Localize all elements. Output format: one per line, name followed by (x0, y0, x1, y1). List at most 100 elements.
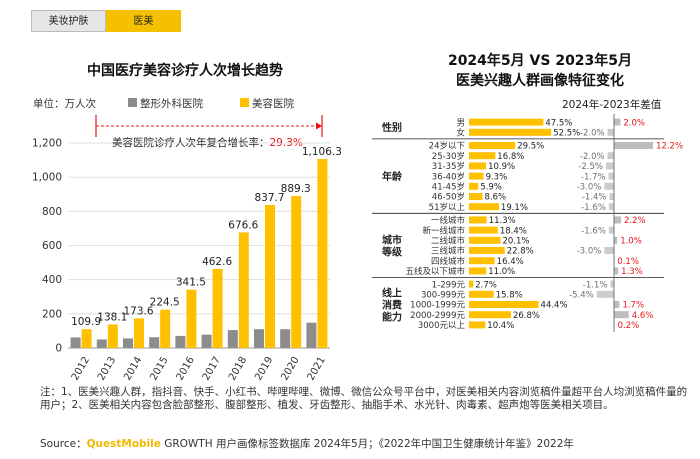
share-value-label: 52.5% (553, 129, 580, 139)
bar-value-label: 109.9 (71, 316, 101, 328)
share-bar (469, 257, 495, 265)
diff-bar (610, 280, 614, 288)
tab-medical-aesthetics[interactable]: 医美 (106, 10, 181, 32)
bar-value-label: 341.5 (176, 277, 206, 289)
share-value-label: 16.4% (497, 257, 524, 267)
cagr-label-text: 美容医院诊疗人次年复合增长率： (112, 136, 270, 149)
share-value-label: 2.7% (475, 280, 497, 290)
y-tick-label: 0 (55, 343, 62, 355)
row-category-label: 新一线城市 (422, 225, 465, 236)
row-category-label: 1-299元 (432, 280, 466, 290)
questmobile-brand: QuestMobile (86, 438, 161, 450)
share-bar (469, 142, 516, 149)
share-bar (469, 311, 511, 319)
footnote: 注：1、医美兴趣人群，指抖音、快手、小红书、哔哩哔哩、微博、微信公众号平台中，对… (40, 386, 688, 411)
diff-value-label: 2.2% (624, 216, 646, 226)
bar-value-label: 676.6 (228, 219, 258, 231)
group-label: 年龄 (382, 170, 403, 183)
bar-plastic-surgery (201, 334, 212, 348)
tab-beauty-skincare[interactable]: 美妆护肤 (31, 10, 106, 32)
diff-bar (614, 301, 620, 308)
diff-value-label: 1.3% (621, 267, 643, 277)
bar-plastic-surgery (254, 329, 264, 348)
share-bar (469, 203, 499, 211)
diff-bar (609, 193, 614, 200)
diff-bar (614, 311, 629, 319)
share-value-label: 22.8% (507, 247, 534, 257)
bar-value-label: 1,106.3 (302, 146, 342, 158)
diff-value-label: 0.1% (617, 257, 639, 267)
diff-header: 2024年-2023年差值 (562, 98, 662, 111)
share-bar (469, 290, 494, 298)
share-value-label: 29.5% (517, 142, 544, 152)
row-category-label: 31-35岁 (432, 161, 465, 172)
diff-value-label: -1.1% (583, 280, 608, 290)
row-category-label: 24岁以下 (429, 141, 466, 152)
share-bar (469, 247, 505, 254)
bar-value-label: 889.3 (281, 183, 311, 195)
y-tick-label: 1,200 (32, 138, 62, 150)
row-category-label: 1000-1999元 (410, 301, 465, 311)
diff-value-label: 0.2% (618, 321, 640, 331)
source-line: Source：QuestMobile GROWTH 用户画像标签数据库 2024… (40, 438, 690, 451)
share-bar (469, 236, 501, 244)
share-bar (469, 267, 487, 275)
group-label: 性别 (381, 121, 402, 134)
share-bar (469, 118, 544, 126)
diff-bar (608, 203, 614, 211)
bar-plastic-surgery (280, 329, 291, 348)
share-value-label: 44.4% (541, 301, 568, 311)
diff-value-label: -2.0% (580, 152, 605, 162)
bar-value-label: 173.6 (123, 305, 153, 317)
right-chart-title-line2: 医美兴趣人群画像特征变化 (456, 73, 624, 89)
diff-bar (614, 142, 654, 149)
share-value-label: 5.9% (480, 183, 502, 193)
y-tick-label: 600 (42, 240, 62, 252)
diff-value-label: -3.0% (577, 247, 602, 257)
share-bar (469, 280, 474, 288)
row-category-label: 二线城市 (431, 236, 466, 247)
bar-plastic-surgery (175, 335, 186, 348)
diff-value-label: -2.5% (578, 162, 603, 172)
diff-bar (596, 290, 614, 298)
legend-label-beauty-hospital: 美容医院 (252, 97, 294, 110)
row-category-label: 2000-2999元 (410, 311, 465, 321)
share-value-label: 10.9% (488, 162, 515, 172)
y-tick-label: 800 (42, 206, 62, 218)
tab-bar: 美妆护肤 医美 (31, 10, 181, 32)
row-category-label: 五线及以下城市 (405, 266, 465, 277)
bar-beauty-hospital (291, 196, 302, 348)
diff-bar (606, 162, 614, 170)
source-rest: GROWTH 用户画像标签数据库 2024年5月；《2022年中国卫生健康统计年… (160, 438, 574, 450)
row-category-label: 女 (456, 128, 465, 139)
diff-bar (608, 172, 614, 180)
diff-bar (614, 118, 621, 126)
bar-beauty-hospital (160, 309, 171, 348)
row-category-label: 36-40岁 (432, 171, 465, 182)
bar-value-label: 224.5 (150, 297, 180, 309)
share-bar (469, 216, 487, 224)
legend-label-plastic-surgery: 整形外科医院 (140, 97, 203, 110)
bar-beauty-hospital (212, 268, 223, 348)
share-value-label: 9.3% (486, 172, 508, 182)
y-tick-label: 200 (42, 308, 62, 320)
bar-beauty-hospital (265, 204, 275, 348)
share-bar (469, 152, 496, 160)
bar-plastic-surgery (306, 322, 317, 348)
share-value-label: 15.8% (496, 291, 523, 301)
share-bar (469, 301, 539, 308)
legend-swatch-gray (128, 98, 137, 107)
legend-swatch-yellow (240, 98, 249, 107)
bar-beauty-hospital (81, 329, 92, 348)
diff-value-label: 1.7% (622, 301, 644, 311)
diff-bar (607, 152, 614, 160)
diff-bar (614, 267, 619, 275)
row-category-label: 男 (456, 118, 465, 128)
share-value-label: 10.4% (487, 321, 514, 331)
row-category-label: 四线城市 (431, 256, 466, 267)
diff-bar (608, 226, 614, 234)
share-value-label: 11.3% (489, 216, 516, 226)
group-label: 等级 (382, 245, 403, 258)
